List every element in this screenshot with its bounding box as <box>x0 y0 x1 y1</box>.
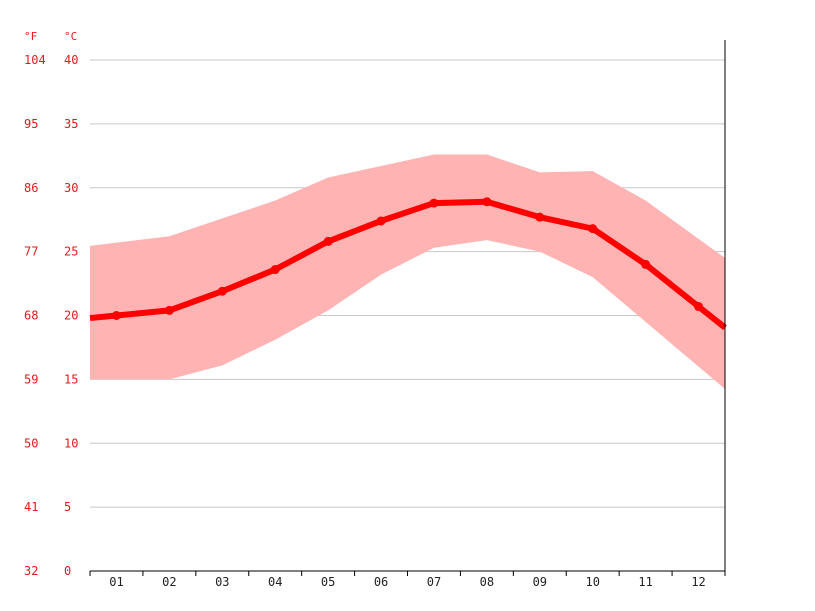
data-point <box>588 224 598 234</box>
data-point <box>535 212 545 222</box>
y-axis-ticks: 0 32 5 41 10 50 15 59 20 68 25 77 30 86 35 95 40 104 <box>24 53 78 578</box>
average-temperature-series <box>89 197 727 330</box>
fahrenheit-tick-label: 104 <box>24 53 46 67</box>
data-point <box>217 286 227 296</box>
celsius-tick-label: 30 <box>64 181 78 195</box>
fahrenheit-tick-label: 59 <box>24 372 38 386</box>
fahrenheit-tick-label: 86 <box>24 181 38 195</box>
x-tick-label: 10 <box>585 575 599 589</box>
x-tick-label: 09 <box>533 575 547 589</box>
data-point <box>323 236 333 246</box>
x-tick-label: 08 <box>480 575 494 589</box>
data-point <box>641 259 651 269</box>
data-point <box>482 197 492 207</box>
x-axis: 01 02 03 04 05 06 07 08 09 10 11 12 <box>89 40 726 589</box>
fahrenheit-tick-label: 77 <box>24 245 38 259</box>
x-tick-label: 05 <box>321 575 335 589</box>
data-point <box>111 311 121 320</box>
x-tick-label: 01 <box>109 575 123 589</box>
celsius-tick-label: 40 <box>64 53 78 67</box>
data-point <box>164 305 174 315</box>
temperature-range-band <box>90 154 725 389</box>
celsius-tick-label: 15 <box>64 372 78 386</box>
x-tick-label: 02 <box>162 575 176 589</box>
celsius-tick-label: 25 <box>64 245 78 259</box>
data-point <box>270 265 280 275</box>
fahrenheit-unit-label: °F <box>24 30 37 43</box>
x-tick-label: 06 <box>374 575 388 589</box>
x-tick-label: 04 <box>268 575 282 589</box>
x-tick-label: 03 <box>215 575 229 589</box>
fahrenheit-tick-label: 68 <box>24 309 38 323</box>
fahrenheit-tick-label: 50 <box>24 436 38 450</box>
celsius-unit-label: °C <box>64 30 77 43</box>
fahrenheit-tick-label: 41 <box>24 500 38 514</box>
fahrenheit-tick-label: 95 <box>24 117 38 131</box>
x-tick-label: 12 <box>691 575 705 589</box>
celsius-tick-label: 35 <box>64 117 78 131</box>
series-line <box>89 198 727 330</box>
x-tick-label: 07 <box>427 575 441 589</box>
celsius-tick-label: 20 <box>64 309 78 323</box>
celsius-tick-label: 0 <box>64 564 71 578</box>
fahrenheit-tick-label: 32 <box>24 564 38 578</box>
x-tick-label: 11 <box>638 575 652 589</box>
celsius-tick-label: 5 <box>64 500 71 514</box>
range-band-area <box>90 154 725 389</box>
data-point <box>429 198 439 208</box>
celsius-tick-label: 10 <box>64 436 78 450</box>
data-point <box>376 216 386 226</box>
data-point <box>694 302 704 312</box>
